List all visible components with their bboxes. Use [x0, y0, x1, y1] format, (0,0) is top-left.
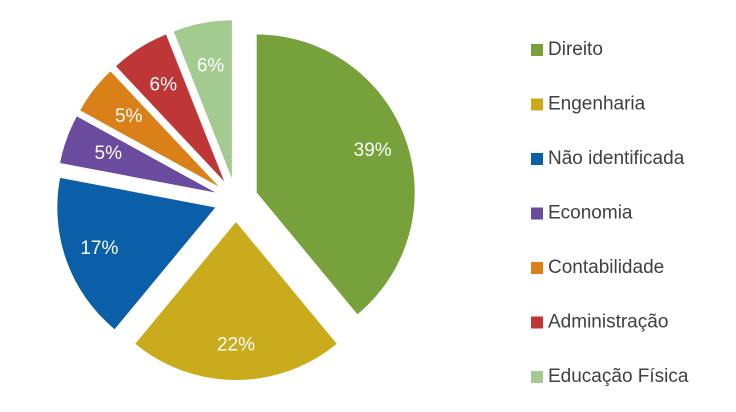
- data-label: 5%: [95, 143, 123, 164]
- legend-label: Educação Física: [548, 366, 689, 387]
- legend-swatch: [531, 371, 543, 383]
- data-label: 39%: [354, 140, 392, 161]
- legend-swatch: [531, 98, 543, 111]
- legend-swatch: [531, 316, 543, 329]
- data-label: 22%: [217, 334, 255, 355]
- pie-slice: [256, 34, 415, 315]
- legend-label: Economia: [548, 203, 633, 224]
- legend-swatch: [531, 153, 543, 165]
- legend-swatch: [531, 44, 543, 56]
- legend-label: Não identificada: [548, 148, 685, 169]
- legend-swatch: [531, 262, 543, 274]
- legend-label: Direito: [548, 39, 603, 60]
- legend-label: Administração: [548, 312, 668, 333]
- legend-label: Engenharia: [548, 94, 646, 115]
- legend-swatch: [531, 207, 543, 220]
- legend-label: Contabilidade: [548, 257, 664, 278]
- pie-slice: [60, 116, 216, 193]
- data-label: 17%: [80, 238, 118, 259]
- data-label: 5%: [115, 106, 143, 127]
- pie-slice: [116, 34, 225, 182]
- pie-slice: [135, 222, 337, 380]
- pie-slice: [173, 20, 232, 179]
- data-label: 6%: [197, 56, 225, 77]
- pie-slice: [57, 177, 216, 330]
- data-label: 6%: [150, 74, 178, 95]
- pie-slice: [80, 71, 219, 187]
